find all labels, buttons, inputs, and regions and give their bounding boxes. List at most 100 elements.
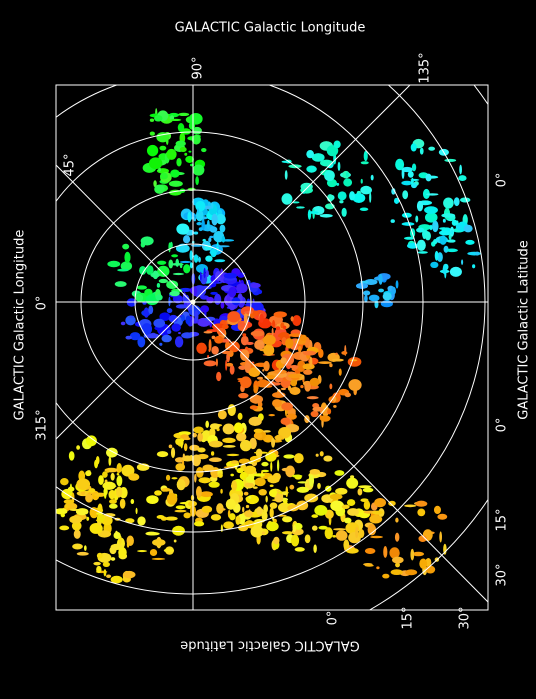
emission-blob — [210, 226, 218, 232]
emission-blob — [59, 526, 69, 531]
emission-blob — [61, 513, 65, 517]
emission-blob — [199, 227, 203, 231]
emission-blob — [176, 158, 181, 166]
emission-blob — [181, 315, 185, 322]
emission-blob — [245, 362, 251, 372]
emission-blob — [312, 526, 318, 531]
emission-blob — [129, 316, 134, 318]
emission-blob — [336, 530, 348, 541]
emission-blob — [339, 200, 343, 203]
emission-blob — [365, 548, 376, 554]
emission-blob — [180, 261, 192, 263]
emission-blob — [430, 262, 438, 268]
emission-blob — [334, 140, 341, 148]
emission-blob — [412, 163, 416, 171]
emission-blob — [176, 505, 186, 509]
emission-blob — [224, 273, 237, 279]
emission-blob — [220, 508, 226, 511]
emission-blob — [300, 385, 303, 388]
emission-blob — [307, 396, 319, 399]
emission-blob — [411, 143, 417, 151]
emission-blob — [263, 335, 276, 346]
emission-blob — [310, 378, 320, 387]
emission-blob — [309, 356, 312, 367]
emission-blob — [183, 235, 190, 243]
emission-blob — [303, 351, 316, 356]
emission-blob — [363, 488, 374, 493]
emission-blob — [159, 146, 166, 151]
emission-blob — [135, 294, 143, 302]
emission-blob — [161, 335, 171, 343]
emission-blob — [131, 499, 135, 504]
emission-blob — [175, 336, 183, 347]
emission-blob — [424, 206, 438, 214]
emission-blob — [402, 168, 405, 179]
top-tick-label: 90° — [191, 56, 206, 79]
emission-blob — [190, 250, 193, 260]
emission-blob — [281, 388, 286, 390]
emission-blob — [76, 478, 90, 490]
emission-blob — [166, 137, 169, 145]
emission-blob — [330, 500, 344, 511]
emission-blob — [342, 208, 347, 217]
emission-blob — [338, 191, 347, 200]
emission-blob — [257, 506, 263, 515]
emission-blob — [206, 270, 209, 277]
emission-blob — [136, 508, 138, 514]
emission-blob — [237, 378, 245, 380]
emission-blob — [363, 291, 370, 296]
emission-blob — [282, 516, 292, 522]
emission-blob — [183, 264, 190, 273]
emission-blob — [285, 338, 293, 348]
emission-blob — [64, 499, 74, 504]
emission-blob — [439, 227, 448, 230]
emission-blob — [330, 494, 343, 500]
emission-blob — [346, 172, 349, 176]
emission-blob — [374, 498, 386, 507]
emission-blob — [306, 150, 314, 158]
emission-blob — [244, 465, 256, 474]
emission-blob — [197, 432, 203, 441]
emission-blob — [283, 454, 294, 458]
emission-blob — [214, 294, 221, 305]
emission-blob — [170, 119, 181, 121]
emission-blob — [232, 297, 241, 305]
emission-blob — [369, 192, 371, 203]
emission-blob — [197, 447, 205, 452]
emission-blob — [294, 453, 304, 463]
emission-blob — [85, 494, 93, 503]
emission-blob — [262, 531, 265, 534]
emission-blob — [282, 491, 287, 495]
emission-blob — [396, 280, 399, 288]
emission-blob — [281, 418, 291, 425]
emission-blob — [441, 213, 455, 217]
emission-blob — [142, 323, 152, 335]
emission-blob — [69, 451, 75, 461]
emission-blob — [262, 369, 264, 372]
emission-blob — [211, 346, 219, 355]
emission-blob — [147, 145, 158, 156]
emission-blob — [111, 473, 115, 481]
emission-blob — [176, 304, 188, 308]
emission-blob — [250, 405, 258, 409]
emission-blob — [160, 173, 168, 180]
emission-blob — [168, 297, 170, 307]
emission-blob — [417, 201, 423, 212]
emission-blob — [270, 508, 274, 519]
emission-blob — [458, 175, 466, 181]
emission-blob — [195, 201, 205, 212]
emission-blob — [184, 437, 191, 440]
emission-blob — [169, 181, 183, 187]
emission-blob — [318, 349, 323, 358]
emission-blob — [186, 315, 191, 324]
right-tick-label: 0° — [495, 418, 510, 433]
emission-blob — [249, 496, 252, 499]
emission-blob — [169, 444, 173, 448]
emission-blob — [150, 549, 157, 556]
emission-blob — [417, 509, 425, 517]
emission-blob — [196, 486, 202, 498]
emission-blob — [272, 320, 275, 328]
emission-blob — [303, 363, 315, 369]
emission-blob — [332, 359, 344, 362]
emission-blob — [419, 559, 427, 569]
